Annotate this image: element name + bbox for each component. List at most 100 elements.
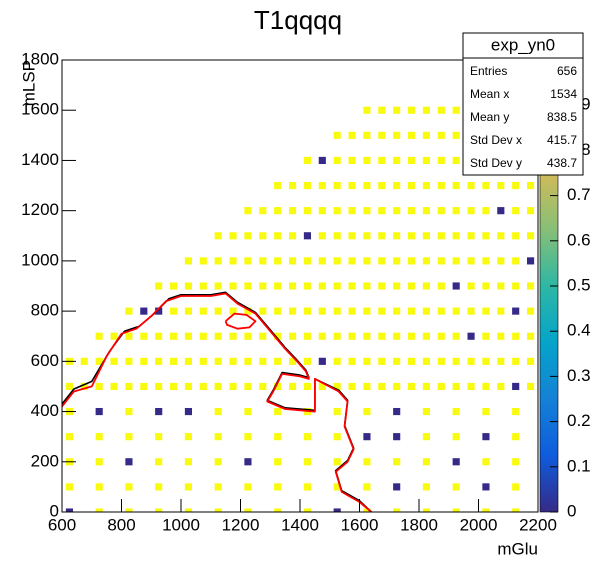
cell bbox=[199, 282, 207, 290]
cell bbox=[497, 307, 505, 315]
cell bbox=[214, 458, 222, 466]
stats-frame bbox=[462, 32, 584, 176]
cell bbox=[512, 332, 520, 340]
cell bbox=[110, 357, 118, 365]
z-tick-label: 0.4 bbox=[567, 321, 591, 340]
cell bbox=[526, 282, 535, 290]
cell bbox=[169, 382, 178, 391]
cell bbox=[526, 232, 535, 240]
cell bbox=[125, 483, 133, 491]
cell bbox=[288, 307, 297, 315]
x-tick-label: 600 bbox=[48, 515, 76, 534]
y-tick-label: 1000 bbox=[21, 250, 59, 269]
cell bbox=[259, 232, 267, 240]
x-tick-label: 2200 bbox=[519, 515, 557, 534]
cell bbox=[512, 232, 520, 240]
cell bbox=[125, 307, 133, 315]
cell bbox=[288, 382, 297, 391]
cell bbox=[288, 257, 297, 265]
cell bbox=[482, 357, 490, 365]
y-tick-label: 200 bbox=[31, 451, 59, 470]
z-tick-label: 0.3 bbox=[567, 366, 591, 385]
cell bbox=[288, 207, 297, 215]
cell bbox=[259, 357, 267, 365]
cell bbox=[437, 232, 445, 240]
cell bbox=[467, 307, 475, 315]
cell bbox=[214, 332, 222, 340]
cell bbox=[110, 332, 118, 340]
cell bbox=[363, 458, 371, 466]
cell bbox=[422, 307, 431, 315]
cell bbox=[348, 232, 356, 240]
cell bbox=[259, 207, 267, 215]
cell bbox=[333, 156, 341, 165]
cell bbox=[363, 282, 371, 290]
cell bbox=[452, 207, 460, 215]
cell bbox=[407, 282, 416, 290]
cell bbox=[512, 458, 520, 466]
cell bbox=[422, 282, 431, 290]
cell bbox=[184, 257, 193, 265]
cell bbox=[378, 207, 386, 215]
cell bbox=[526, 257, 535, 265]
cell bbox=[155, 382, 163, 391]
cell bbox=[244, 282, 252, 290]
cell bbox=[363, 106, 371, 114]
cell bbox=[363, 332, 371, 340]
cell bbox=[318, 207, 326, 215]
cell bbox=[512, 307, 520, 315]
cell bbox=[244, 433, 252, 441]
cell bbox=[422, 357, 431, 365]
z-tick-label: 0.1 bbox=[567, 456, 591, 475]
cell bbox=[303, 207, 312, 215]
cell bbox=[452, 407, 460, 416]
z-tick-label: 0.5 bbox=[567, 275, 591, 294]
cell bbox=[184, 433, 193, 441]
cell bbox=[467, 232, 475, 240]
cell bbox=[184, 382, 193, 391]
cell bbox=[512, 508, 520, 512]
cell bbox=[363, 307, 371, 315]
cell bbox=[229, 382, 237, 391]
cell bbox=[363, 156, 371, 165]
cell bbox=[526, 382, 535, 391]
cell bbox=[229, 232, 237, 240]
cell bbox=[125, 357, 133, 365]
cell bbox=[125, 382, 133, 391]
cell bbox=[333, 207, 341, 215]
cell bbox=[497, 382, 505, 391]
cell bbox=[140, 357, 148, 365]
cell bbox=[110, 382, 118, 391]
cell bbox=[348, 382, 356, 391]
cell bbox=[378, 382, 386, 391]
cell bbox=[482, 508, 490, 512]
y-tick-label: 400 bbox=[31, 401, 59, 420]
cell bbox=[348, 207, 356, 215]
cell bbox=[214, 357, 222, 365]
cell bbox=[125, 407, 133, 416]
cell bbox=[452, 106, 460, 114]
cell bbox=[497, 232, 505, 240]
cell bbox=[452, 332, 460, 340]
cell bbox=[393, 382, 401, 391]
cell bbox=[214, 257, 222, 265]
cell bbox=[169, 307, 178, 315]
cell bbox=[274, 257, 282, 265]
cell bbox=[378, 232, 386, 240]
cell bbox=[348, 357, 356, 365]
cell bbox=[512, 282, 520, 290]
cell bbox=[274, 232, 282, 240]
cell bbox=[214, 407, 222, 416]
cell bbox=[378, 131, 386, 139]
cell bbox=[303, 156, 312, 165]
cell bbox=[184, 332, 193, 340]
cell bbox=[437, 282, 445, 290]
cell bbox=[140, 307, 148, 315]
cell bbox=[482, 433, 490, 441]
cell bbox=[244, 207, 252, 215]
cell bbox=[437, 106, 445, 114]
cell bbox=[393, 232, 401, 240]
cell bbox=[288, 332, 297, 340]
cell bbox=[467, 382, 475, 391]
cell bbox=[482, 232, 490, 240]
